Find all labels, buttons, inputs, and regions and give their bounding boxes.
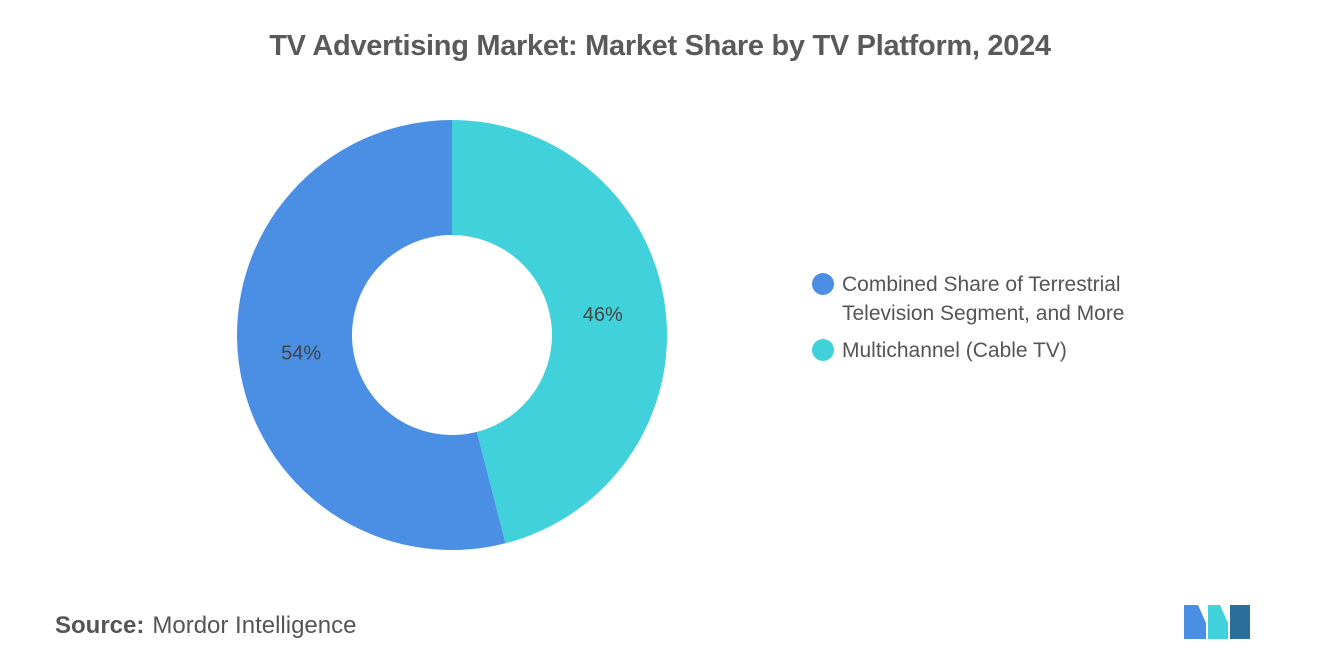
chart-title: TV Advertising Market: Market Share by T… [269, 30, 1051, 62]
legend-item-terrestrial: Combined Share of Terrestrial Television… [812, 270, 1212, 328]
mordor-intelligence-logo-icon [1184, 605, 1250, 639]
legend-swatch-cable [812, 339, 834, 361]
legend-label-cable: Multichannel (Cable TV) [842, 339, 1067, 362]
source-note: Source: Mordor Intelligence [55, 612, 356, 640]
legend-swatch-terrestrial [812, 273, 834, 295]
source-label: Source: [55, 612, 145, 639]
donut-slice-terrestrial [236, 120, 506, 550]
chart-legend: Combined Share of Terrestrial Television… [812, 270, 1212, 373]
legend-item-cable: Multichannel (Cable TV) [812, 336, 1212, 365]
data-label-cable: 46% [583, 304, 623, 326]
data-label-terrestrial: 54% [281, 342, 321, 364]
legend-label-terrestrial: Combined Share of Terrestrial Television… [842, 273, 1125, 325]
logo-shape-right [1230, 605, 1250, 639]
donut-slice-cable [452, 120, 667, 544]
source-value: Mordor Intelligence [152, 612, 357, 639]
logo-shape-left [1184, 605, 1206, 639]
logo-shape-mid [1208, 605, 1228, 639]
